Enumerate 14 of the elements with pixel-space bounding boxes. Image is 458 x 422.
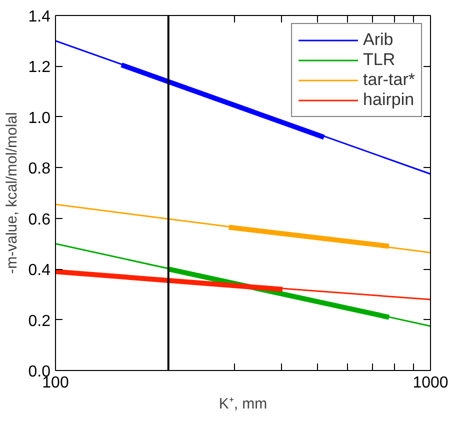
y-tick-label: 0.4 bbox=[28, 262, 51, 280]
y-tick-label: 1.2 bbox=[28, 59, 51, 76]
legend-label: Arib bbox=[363, 30, 394, 50]
y-tick-label: 0.8 bbox=[28, 160, 51, 178]
x-axis-title: K⁺, mm bbox=[218, 396, 268, 412]
legend-label: tar-tar* bbox=[363, 70, 415, 90]
y-tick-label: 1.0 bbox=[28, 110, 51, 127]
x-tick-label: 1000 bbox=[412, 374, 448, 392]
y-tick-label: 1.4 bbox=[28, 8, 51, 26]
y-tick-label: 0.6 bbox=[28, 211, 51, 228]
y-axis-title: -m-value, kcal/mol/molal bbox=[3, 112, 20, 274]
legend-label: TLR bbox=[363, 50, 396, 70]
y-tick-label: 0.2 bbox=[28, 312, 51, 330]
legend-label: hairpin bbox=[363, 90, 414, 110]
